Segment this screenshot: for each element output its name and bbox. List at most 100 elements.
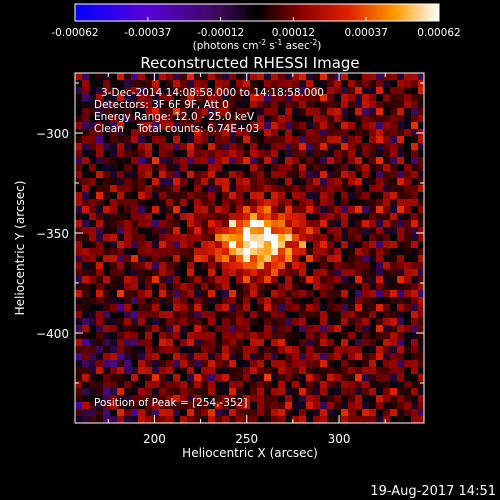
heatmap-cell [285, 164, 292, 171]
heatmap-cell [278, 367, 285, 374]
heatmap-cell [89, 143, 96, 150]
heatmap-cell [348, 332, 355, 339]
heatmap-cell [299, 374, 306, 381]
heatmap-cell [159, 164, 166, 171]
heatmap-cell [383, 311, 390, 318]
heatmap-cell [222, 325, 229, 332]
heatmap-cell [236, 101, 243, 108]
heatmap-cell [117, 395, 124, 402]
heatmap-cell [355, 318, 362, 325]
heatmap-cell [411, 374, 418, 381]
heatmap-cell [257, 122, 264, 129]
heatmap-cell [243, 374, 250, 381]
heatmap-cell [145, 129, 152, 136]
heatmap-cell [138, 192, 145, 199]
heatmap-cell [208, 318, 215, 325]
heatmap-cell [180, 122, 187, 129]
heatmap-cell [110, 150, 117, 157]
heatmap-cell [306, 297, 313, 304]
heatmap-cell [257, 171, 264, 178]
heatmap-cell [82, 94, 89, 101]
heatmap-cell [215, 416, 222, 423]
heatmap-cell [362, 395, 369, 402]
heatmap-cell [82, 101, 89, 108]
heatmap-cell [243, 206, 250, 213]
heatmap-cell [117, 178, 124, 185]
heatmap-cell [418, 290, 424, 297]
heatmap-cell [390, 388, 397, 395]
heatmap-cell [173, 318, 180, 325]
heatmap-cell [376, 402, 383, 409]
heatmap-cell [334, 248, 341, 255]
heatmap-cell [313, 185, 320, 192]
heatmap-cell [215, 360, 222, 367]
heatmap-cell [264, 108, 271, 115]
heatmap-cell [306, 73, 313, 80]
heatmap-cell [355, 150, 362, 157]
heatmap-cell [229, 122, 236, 129]
heatmap-cell [341, 269, 348, 276]
heatmap-cell [82, 388, 89, 395]
heatmap-cell [250, 136, 257, 143]
heatmap-cell [124, 115, 131, 122]
heatmap-cell [180, 360, 187, 367]
heatmap-cell [376, 129, 383, 136]
heatmap-cell [159, 297, 166, 304]
heatmap-cell [152, 402, 159, 409]
heatmap-cell [194, 150, 201, 157]
heatmap-cell [404, 409, 411, 416]
heatmap-cell [418, 360, 424, 367]
heatmap-cell [96, 171, 103, 178]
heatmap-cell [103, 108, 110, 115]
heatmap-cell [145, 360, 152, 367]
heatmap-cell [418, 150, 424, 157]
heatmap-cell [383, 395, 390, 402]
heatmap-cell [131, 108, 138, 115]
heatmap-cell [264, 297, 271, 304]
heatmap-cell [390, 241, 397, 248]
heatmap-cell [222, 178, 229, 185]
heatmap-cell [250, 290, 257, 297]
heatmap-cell [397, 73, 404, 80]
heatmap-cell [215, 213, 222, 220]
heatmap-cell [313, 388, 320, 395]
heatmap-cell [124, 94, 131, 101]
heatmap-cell [285, 185, 292, 192]
heatmap-cell [278, 157, 285, 164]
heatmap-cell [355, 213, 362, 220]
heatmap-cell [264, 276, 271, 283]
heatmap-cell [124, 178, 131, 185]
heatmap-cell [152, 129, 159, 136]
heatmap-cell [257, 129, 264, 136]
heatmap-cell [320, 234, 327, 241]
heatmap-cell [138, 73, 145, 80]
heatmap-cell [194, 241, 201, 248]
heatmap-cell [348, 381, 355, 388]
heatmap-cell [306, 346, 313, 353]
heatmap-cell [180, 318, 187, 325]
heatmap-cell [278, 101, 285, 108]
heatmap-cell [299, 381, 306, 388]
heatmap-cell [320, 150, 327, 157]
heatmap-cell [376, 283, 383, 290]
heatmap-cell [278, 80, 285, 87]
heatmap-cell [306, 269, 313, 276]
heatmap-cell [292, 353, 299, 360]
heatmap-cell [383, 164, 390, 171]
heatmap-cell [292, 213, 299, 220]
heatmap-cell [306, 248, 313, 255]
heatmap-cell [110, 143, 117, 150]
heatmap-cell [194, 276, 201, 283]
heatmap-cell [138, 388, 145, 395]
heatmap-cell [201, 374, 208, 381]
heatmap-cell [390, 248, 397, 255]
heatmap-cell [376, 220, 383, 227]
heatmap-cell [327, 283, 334, 290]
heatmap-cell [152, 136, 159, 143]
heatmap-cell [236, 171, 243, 178]
heatmap-cell [145, 73, 152, 80]
heatmap-cell [96, 367, 103, 374]
heatmap-cell [229, 227, 236, 234]
heatmap-cell [145, 304, 152, 311]
heatmap-cell [229, 269, 236, 276]
